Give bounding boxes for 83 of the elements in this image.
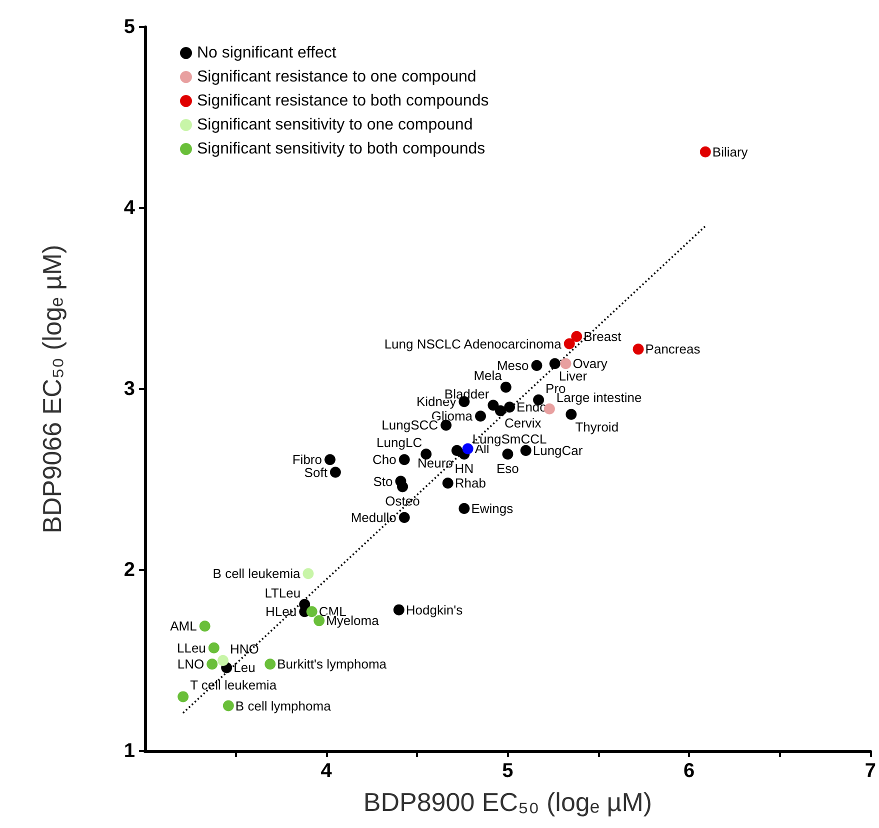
annotation: LungLC — [376, 435, 422, 450]
point — [560, 358, 572, 370]
annotation: Medullo — [350, 510, 396, 526]
annotation: HLeu — [266, 604, 297, 620]
annotation: Ovary — [572, 356, 608, 372]
point — [178, 691, 189, 702]
legend-label: No significant effect — [197, 44, 337, 62]
point — [264, 658, 276, 670]
x-tick-label: 6 — [684, 760, 695, 782]
annotation: Burkitt's lymphoma — [277, 656, 388, 672]
y-tick-label: 3 — [124, 378, 135, 400]
point — [564, 338, 575, 350]
point — [566, 408, 577, 420]
point — [632, 344, 644, 355]
annotation: LungCar — [532, 443, 584, 458]
point — [500, 382, 512, 393]
annotation: Eso — [496, 461, 519, 476]
annotation: Sto — [373, 474, 393, 489]
annotation: Fibro — [292, 452, 322, 468]
annotation: B cell lymphoma — [235, 698, 332, 714]
point — [217, 655, 228, 666]
point — [571, 331, 582, 342]
point — [314, 615, 325, 626]
annotation: HN — [454, 461, 474, 476]
annotation: Thyroid — [575, 419, 619, 434]
point — [206, 658, 218, 670]
legend-label: Significant resistance to both compounds — [197, 92, 489, 110]
point — [306, 606, 318, 618]
point — [458, 502, 470, 514]
annotation: Soft — [304, 464, 328, 480]
annotation: Cervix — [504, 416, 542, 431]
y-tick-label: 4 — [124, 197, 136, 219]
annotation: HNO — [230, 642, 259, 656]
annotation: Lung NSCLC Adenocarcinoma — [384, 336, 562, 352]
point — [488, 400, 499, 411]
point — [549, 358, 560, 370]
point — [393, 604, 404, 616]
annotation: Biliary — [712, 144, 748, 160]
annotation: Rhab — [454, 476, 486, 491]
point — [700, 146, 711, 158]
annotation: Neuro — [418, 456, 453, 471]
point — [494, 405, 506, 416]
point — [462, 443, 474, 454]
point — [398, 454, 410, 466]
annotation: B cell leukemia — [212, 566, 301, 582]
annotation: LNO — [177, 656, 204, 672]
point — [208, 642, 220, 654]
annotation: Meso — [496, 358, 529, 373]
point — [302, 568, 314, 580]
annotation: AML — [170, 618, 197, 634]
annotation: Pancreas — [645, 342, 701, 357]
x-axis-title: BDP8900 EC₅₀ (logₑ µM) — [363, 787, 652, 817]
y-axis-title: BDP9066 EC₅₀ (logₑ µM) — [37, 244, 67, 534]
legend-label: Significant sensitivity to one compound — [197, 116, 473, 134]
point — [475, 410, 486, 422]
x-tick-label: 7 — [864, 760, 876, 782]
legend-label: Significant resistance to one compound — [197, 68, 476, 86]
point — [199, 620, 210, 632]
point — [504, 402, 516, 413]
annotation: LTLeu — [264, 585, 301, 600]
annotation: Leu — [234, 660, 256, 676]
annotation: Breast — [584, 329, 622, 344]
point — [324, 454, 336, 466]
legend-label: Significant sensitivity to both compounds — [197, 140, 486, 158]
y-tick-label: 5 — [124, 16, 135, 38]
point — [531, 360, 542, 371]
annotation: Osteo — [385, 494, 420, 509]
annotation: T cell leukemia — [190, 678, 278, 693]
annotation: Hodgkin's — [406, 602, 464, 618]
annotation: Ewings — [471, 500, 514, 516]
y-tick-label: 1 — [124, 740, 135, 762]
annotation: Liver — [558, 368, 588, 384]
point — [397, 481, 408, 492]
y-tick-label: 2 — [124, 559, 135, 581]
point — [442, 478, 454, 489]
point — [398, 512, 410, 524]
x-tick-label: 5 — [502, 760, 514, 782]
point — [502, 448, 514, 460]
annotation: Cho — [372, 452, 396, 468]
point — [222, 700, 234, 712]
point — [330, 466, 341, 478]
x-tick-label: 4 — [320, 760, 333, 782]
annotation: LLeu — [176, 640, 206, 656]
